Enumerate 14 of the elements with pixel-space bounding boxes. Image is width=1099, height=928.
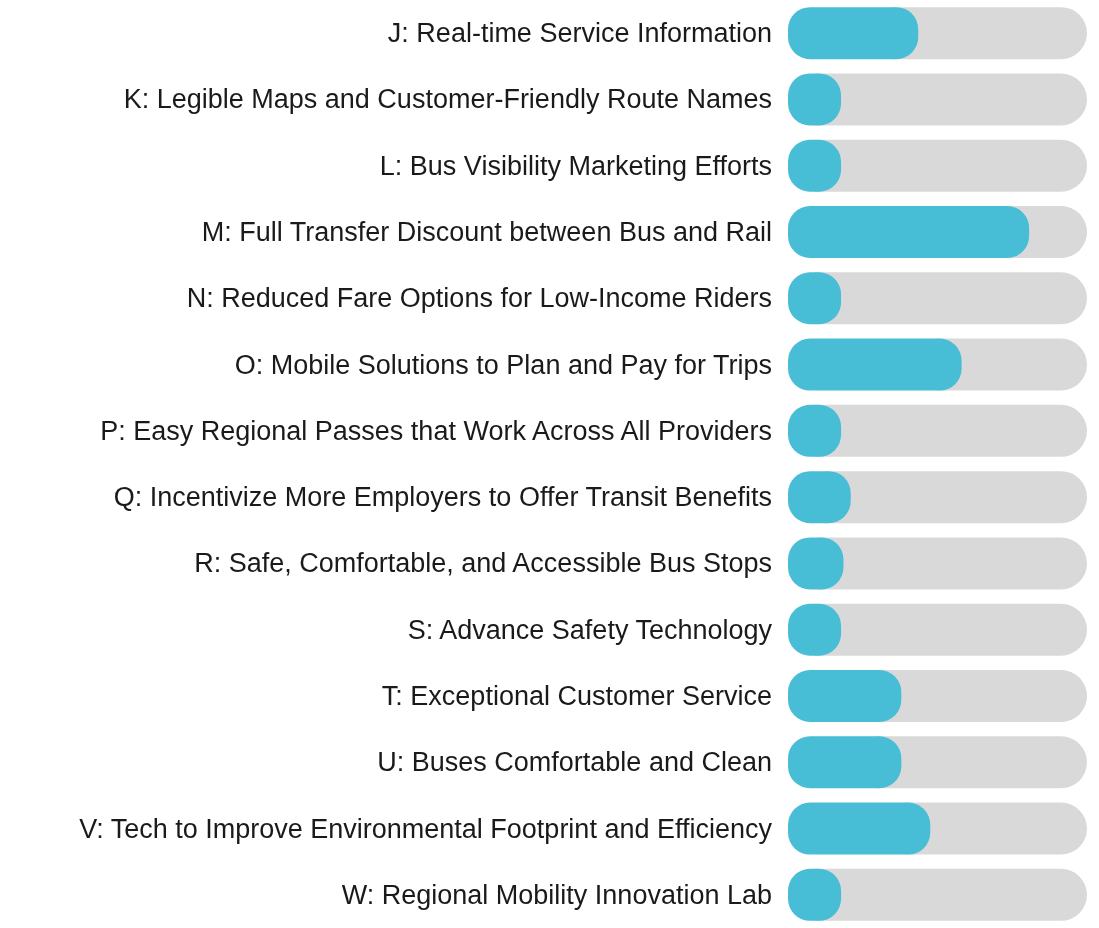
y-tick-label: U: Buses Comfortable and Clean xyxy=(377,747,772,778)
y-tick-label: V: Tech to Improve Environmental Footprint and Efficiency xyxy=(79,813,773,844)
y-tick-label: N: Reduced Fare Options for Low-Income Riders xyxy=(186,283,772,314)
y-tick-label: O: Mobile Solutions to Plan and Pay for Trips xyxy=(234,349,772,380)
y-tick-label: J: Real-time Service Information xyxy=(387,18,772,49)
y-tick-label: R: Safe, Comfortable, and Accessible Bus Stops xyxy=(194,548,772,579)
y-tick-label: S: Advance Safety Technology xyxy=(407,614,773,645)
y-tick-label: L: Bus Visibility Marketing Efforts xyxy=(379,150,772,181)
y-tick-label: P: Easy Regional Passes that Work Across All Providers xyxy=(100,415,772,446)
y-tick-label: W: Regional Mobility Innovation Lab xyxy=(341,879,772,910)
y-tick-label: Q: Incentivize More Employers to Offer Transit Benefits xyxy=(113,482,772,513)
y-tick-label: K: Legible Maps and Customer-Friendly Route Names xyxy=(123,84,772,115)
y-tick-label: T: Exceptional Customer Service xyxy=(381,681,772,711)
y-tick-label: M: Full Transfer Discount between Bus and Rail xyxy=(201,217,772,247)
